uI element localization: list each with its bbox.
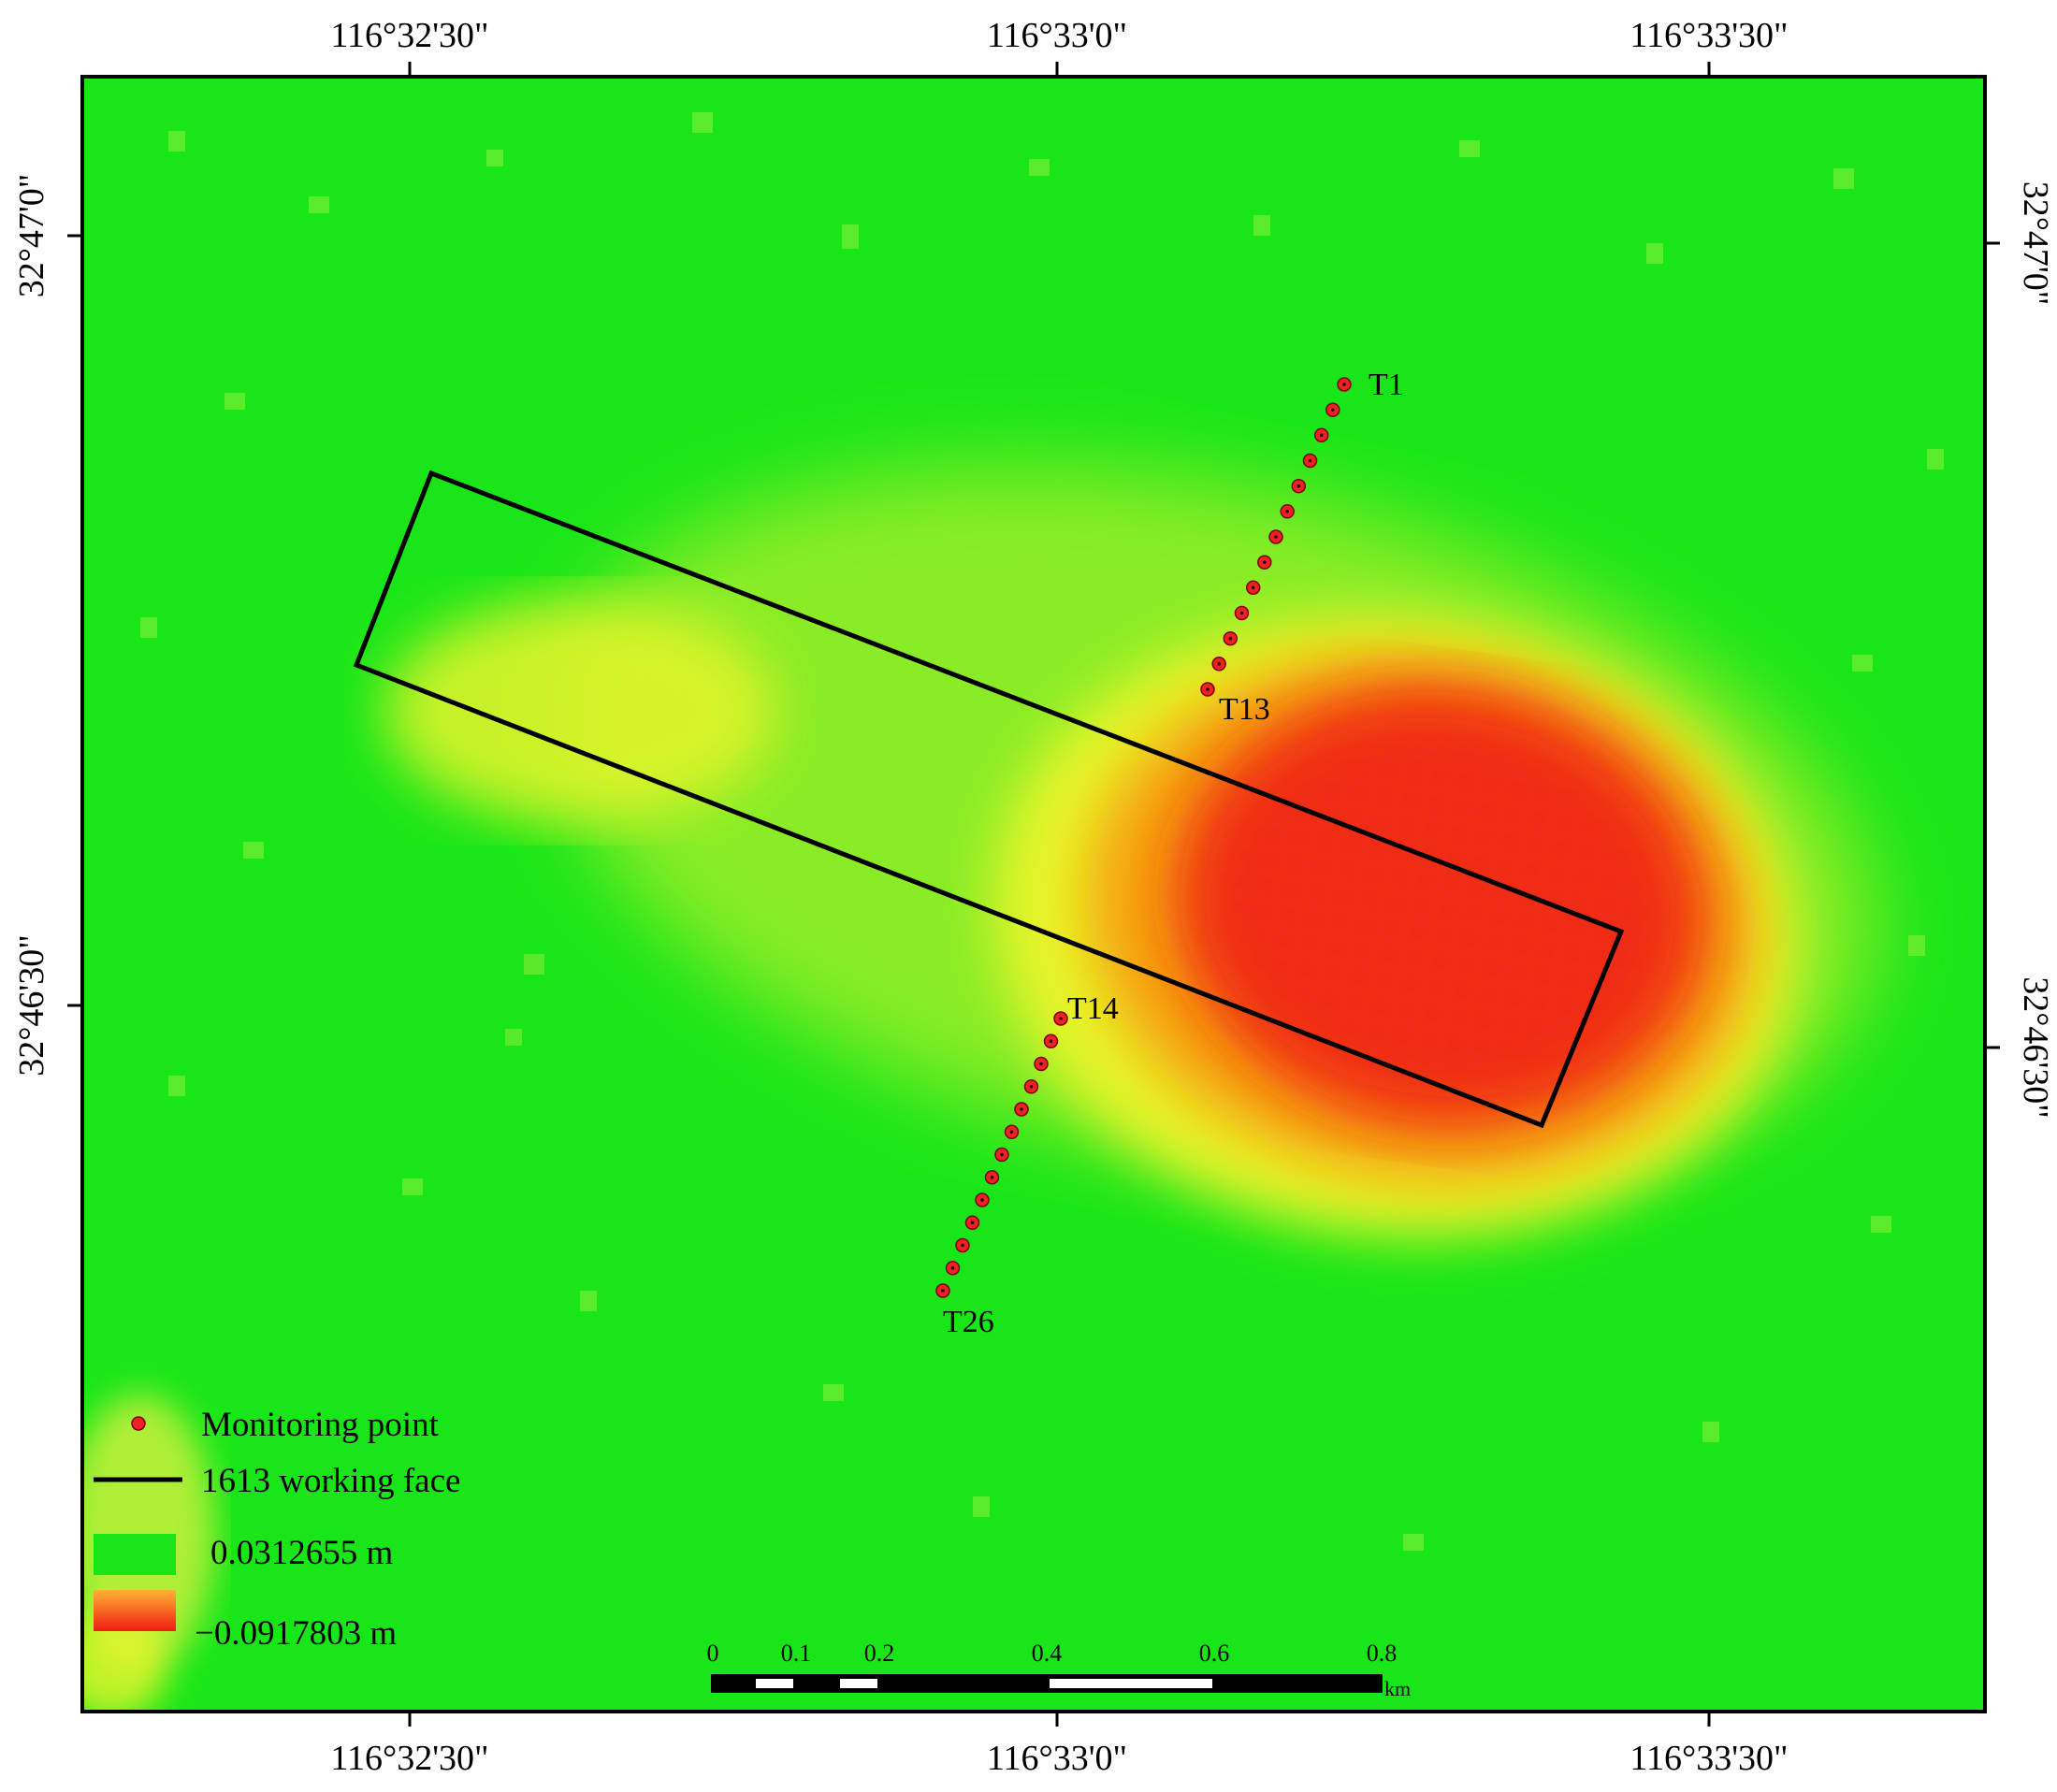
monitoring-point-center-t24 xyxy=(961,1243,964,1248)
monitoring-point-center-t19 xyxy=(1009,1130,1014,1134)
scale-segment-2 xyxy=(840,1679,877,1688)
point-label-t26: T26 xyxy=(943,1305,994,1339)
lat-label-right-2: 32°46'30" xyxy=(2016,976,2055,1119)
lat-label-right-1: 32°47'0" xyxy=(2016,181,2055,306)
monitoring-point-center-t3 xyxy=(1319,433,1324,438)
monitoring-point-center-t1 xyxy=(1342,383,1346,386)
legend-point-symbol xyxy=(131,1416,146,1431)
legend-monitoring-point: Monitoring point xyxy=(201,1406,440,1444)
monitoring-points xyxy=(935,377,1352,1298)
lat-label-left-1: 32°47'0" xyxy=(12,174,51,298)
monitoring-point-center-t26 xyxy=(941,1289,945,1293)
monitoring-point-center-t2 xyxy=(1331,408,1335,412)
scale-segment-1 xyxy=(756,1679,793,1688)
scale-bar-body xyxy=(711,1674,1383,1693)
light-noise-patches xyxy=(140,112,1944,1551)
monitoring-point-center-t25 xyxy=(950,1266,955,1270)
monitoring-point-center-t10 xyxy=(1239,611,1244,615)
lon-label-top-3: 116°33'30" xyxy=(1630,16,1788,55)
latitude-labels-right: 32°47'0" 32°46'30" xyxy=(2016,181,2055,1119)
monitoring-point-center-t14 xyxy=(1059,1017,1063,1020)
monitoring-point-center-t22 xyxy=(980,1198,984,1202)
longitude-labels-top: 116°32'30" 116°33'0" 116°33'30" xyxy=(330,16,1788,55)
scale-tick-0-6: 0.6 xyxy=(1199,1640,1230,1667)
legend: Monitoring point 1613 working face 0.031… xyxy=(94,1406,460,1653)
working-face-polygon xyxy=(353,470,1625,1129)
subsidence-raster xyxy=(82,77,1985,1712)
point-label-t1: T1 xyxy=(1369,368,1404,402)
scale-tick-0-4: 0.4 xyxy=(1032,1640,1063,1667)
scale-tick-0: 0 xyxy=(707,1640,719,1667)
map-frame xyxy=(80,75,1987,1713)
lon-label-top-1: 116°32'30" xyxy=(330,16,488,55)
monitoring-point-center-t13 xyxy=(1206,687,1210,691)
monitoring-point-center-t21 xyxy=(990,1176,994,1179)
legend-min-swatch xyxy=(94,1590,176,1631)
latitude-labels-left: 32°47'0" 32°46'30" xyxy=(12,174,51,1077)
legend-max-value: 0.0312655 m xyxy=(210,1534,394,1572)
monitoring-point-center-t7 xyxy=(1274,535,1278,539)
lon-label-top-2: 116°33'0" xyxy=(987,16,1127,55)
monitoring-point-center-t12 xyxy=(1217,662,1221,666)
monitoring-point-center-t23 xyxy=(970,1221,975,1225)
monitoring-point-center-t17 xyxy=(1029,1085,1034,1089)
longitude-labels-bottom: 116°32'30" 116°33'0" 116°33'30" xyxy=(330,1739,1788,1778)
legend-max-swatch xyxy=(94,1534,176,1575)
point-label-t14: T14 xyxy=(1067,991,1119,1026)
lon-label-bottom-3: 116°33'30" xyxy=(1630,1739,1788,1778)
monitoring-point-center-t15 xyxy=(1049,1039,1053,1044)
monitoring-point-center-t16 xyxy=(1039,1062,1043,1066)
lon-label-bottom-1: 116°32'30" xyxy=(330,1739,488,1778)
monitoring-point-center-t9 xyxy=(1251,585,1255,590)
subsidence-basin xyxy=(384,465,1879,1237)
monitoring-point-center-t8 xyxy=(1263,560,1267,564)
scale-unit: km xyxy=(1384,1677,1411,1700)
scale-tick-0-1: 0.1 xyxy=(781,1640,812,1667)
monitoring-point-center-t6 xyxy=(1285,510,1289,513)
graticule-ticks xyxy=(67,62,2000,1727)
monitoring-point-center-t5 xyxy=(1296,484,1301,488)
point-label-t13: T13 xyxy=(1219,692,1270,727)
monitoring-point-center-t4 xyxy=(1308,458,1312,463)
legend-working-face: 1613 working face xyxy=(201,1462,460,1500)
scale-bar: 0 0.1 0.2 0.4 0.6 0.8 km xyxy=(707,1640,1412,1700)
scale-segment-3 xyxy=(1050,1679,1212,1688)
monitoring-point-center-t18 xyxy=(1020,1107,1023,1111)
monitoring-point-center-t11 xyxy=(1228,636,1233,641)
legend-min-value: −0.0917803 m xyxy=(195,1614,397,1653)
lat-label-left-2: 32°46'30" xyxy=(12,934,51,1077)
scale-tick-0-8: 0.8 xyxy=(1367,1640,1398,1667)
scale-tick-0-2: 0.2 xyxy=(864,1640,895,1667)
monitoring-point-center-t20 xyxy=(1000,1152,1004,1157)
lon-label-bottom-2: 116°33'0" xyxy=(987,1739,1127,1778)
